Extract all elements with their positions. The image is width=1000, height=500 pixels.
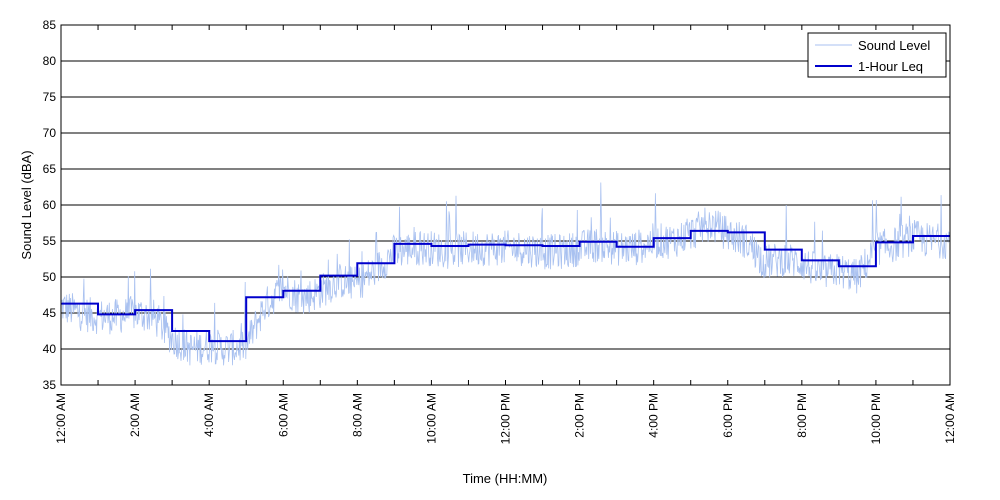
y-axis-title: Sound Level (dBA): [19, 150, 34, 259]
x-tick-label: 6:00 AM: [276, 393, 290, 437]
grid-lines: [61, 60, 950, 350]
y-tick-label: 60: [43, 198, 57, 212]
y-tick-label: 40: [43, 342, 57, 356]
legend-label-leq: 1-Hour Leq: [858, 59, 923, 74]
legend-box: [807, 32, 947, 78]
x-tick-label: 12:00 PM: [499, 393, 513, 444]
leq-series: [61, 229, 950, 343]
y-tick-label: 80: [43, 54, 57, 68]
y-tick-label: 35: [43, 378, 57, 392]
y-tick-label: 75: [43, 90, 57, 104]
x-tick-label: 4:00 AM: [202, 393, 216, 437]
legend: Sound Level 1-Hour Leq: [807, 32, 947, 78]
x-tick-label: 10:00 PM: [869, 393, 883, 444]
y-tick-label: 50: [43, 270, 57, 284]
x-tick-label: 10:00 AM: [424, 393, 438, 444]
leq-step-line: [61, 229, 950, 343]
legend-label-sound-level: Sound Level: [858, 38, 930, 53]
y-tick-label: 85: [43, 18, 57, 32]
x-tick-label: 12:00 AM: [943, 393, 957, 444]
x-tick-label: 6:00 PM: [721, 393, 735, 438]
sound-level-line: [60, 182, 951, 366]
y-axis-tick-labels: 35 40 45 50 55 60 65 70 75 80 85: [43, 18, 57, 392]
x-axis-title: Time (HH:MM): [463, 471, 548, 486]
x-tick-label: 4:00 PM: [647, 393, 661, 438]
y-tick-label: 65: [43, 162, 57, 176]
x-axis-tick-labels: 12:00 AM 2:00 AM 4:00 AM 6:00 AM 8:00 AM 10:0…: [54, 393, 957, 444]
x-tick-label: 8:00 AM: [350, 393, 364, 437]
y-tick-label: 45: [43, 306, 57, 320]
x-tick-label: 12:00 AM: [54, 393, 68, 444]
sound-level-series: [60, 182, 951, 366]
x-tick-label: 8:00 PM: [795, 393, 809, 438]
y-tick-label: 55: [43, 234, 57, 248]
y-tick-label: 70: [43, 126, 57, 140]
axis-ticks: [60, 24, 951, 386]
x-tick-label: 2:00 PM: [573, 393, 587, 438]
x-tick-label: 2:00 AM: [128, 393, 142, 437]
